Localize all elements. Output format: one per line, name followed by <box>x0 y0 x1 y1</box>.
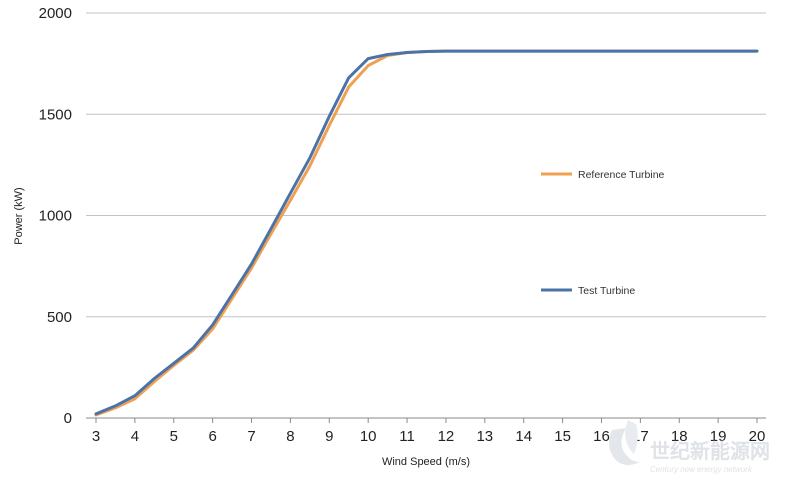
series-line-0 <box>94 49 759 417</box>
x-tick-label: 7 <box>247 428 255 445</box>
x-tick-label: 10 <box>360 428 377 445</box>
x-tick-label: 6 <box>208 428 216 445</box>
watermark-logo-text: 世纪新能源网 <box>650 439 770 463</box>
x-tick-label: 8 <box>286 428 294 445</box>
watermark: 世纪新能源网 Century new energy network <box>609 420 770 474</box>
x-tick-label: 12 <box>438 428 455 445</box>
x-tick-label: 5 <box>170 428 178 445</box>
series-lines <box>94 49 759 417</box>
watermark-subtext: Century new energy network <box>650 465 753 474</box>
y-tick-label: 1000 <box>39 208 72 225</box>
x-tick-label: 11 <box>399 428 415 445</box>
y-axis: 0 500 1000 1500 2000 <box>39 5 72 427</box>
x-tick-label: 4 <box>131 428 139 445</box>
legend: Reference Turbine Test Turbine <box>541 169 665 297</box>
y-tick-label: 0 <box>64 410 72 427</box>
x-tick-label: 14 <box>515 428 532 445</box>
y-axis-label: Power (kW) <box>13 187 25 244</box>
series-line-1 <box>94 49 759 416</box>
y-tick-label: 2000 <box>39 5 72 22</box>
x-tick-label: 9 <box>325 428 333 445</box>
legend-label-0: Reference Turbine <box>578 169 665 181</box>
x-tick-label: 16 <box>593 428 610 445</box>
x-tick-label: 19 <box>710 428 727 445</box>
y-tick-label: 500 <box>47 309 72 326</box>
x-axis: 3 4 5 6 7 8 9 10 11 12 13 14 15 16 17 18 19 20 <box>86 417 766 445</box>
x-tick-label: 15 <box>554 428 571 445</box>
x-axis-label: Wind Speed (m/s) <box>382 456 470 468</box>
legend-label-1: Test Turbine <box>578 285 635 297</box>
x-tick-label: 18 <box>671 428 688 445</box>
y-tick-label: 1500 <box>39 106 72 123</box>
watermark-logo-icon <box>609 420 640 465</box>
x-tick-label: 20 <box>749 428 766 445</box>
x-tick-label: 3 <box>92 428 100 445</box>
x-tick-label: 13 <box>476 428 493 445</box>
gridlines <box>86 12 766 419</box>
